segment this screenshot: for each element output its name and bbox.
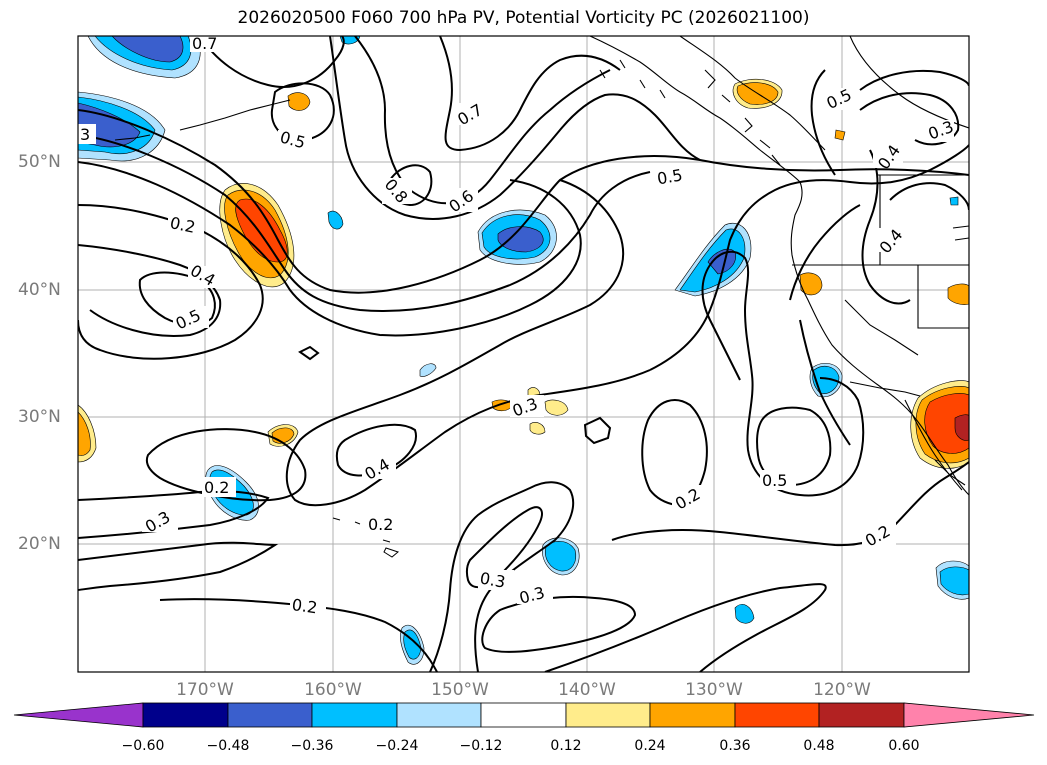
lon-label: 150°W bbox=[431, 680, 489, 700]
contour-label: 0.2 bbox=[368, 515, 393, 534]
contour-label: 0.2 bbox=[204, 478, 229, 497]
colorbar-tick: 0.60 bbox=[888, 738, 920, 754]
colorbar-segment bbox=[311, 702, 398, 728]
contour-label-backgrounds bbox=[78, 34, 954, 616]
contour-label: 0.5 bbox=[656, 165, 684, 188]
lon-label: 170°W bbox=[176, 680, 234, 700]
lon-label: 140°W bbox=[558, 680, 616, 700]
contour-label: 3 bbox=[80, 125, 90, 144]
colorbar-segment bbox=[818, 702, 905, 728]
map-frame bbox=[77, 35, 970, 673]
contour-label: 0.2 bbox=[168, 213, 197, 237]
lat-label: 20°N bbox=[18, 534, 61, 554]
colorbar-segment bbox=[227, 702, 313, 728]
colorbar-segment bbox=[142, 702, 229, 728]
map-title: 2026020500 F060 700 hPa PV, Potential Vo… bbox=[237, 8, 810, 28]
contour-label: 0.7 bbox=[192, 34, 217, 53]
colorbar-tick: 0.24 bbox=[634, 738, 666, 754]
lat-label: 40°N bbox=[18, 280, 61, 300]
colorbar bbox=[13, 702, 1035, 728]
colorbar-tick: 0.36 bbox=[719, 738, 751, 754]
lon-label: 120°W bbox=[813, 680, 871, 700]
lon-label: 160°W bbox=[304, 680, 362, 700]
colorbar-tick: 0.12 bbox=[550, 738, 582, 754]
contour-label: 0.3 bbox=[478, 569, 506, 592]
colorbar-segment bbox=[396, 702, 482, 728]
map-background bbox=[78, 36, 969, 672]
colorbar-segment bbox=[565, 702, 651, 728]
lat-label: 50°N bbox=[18, 152, 61, 172]
contour-label: 0.2 bbox=[291, 595, 319, 617]
colorbar-tick: −0.36 bbox=[290, 738, 334, 754]
colorbar-tick: −0.12 bbox=[459, 738, 503, 754]
lat-label: 30°N bbox=[18, 407, 61, 427]
pv-anomaly-fills bbox=[78, 36, 969, 665]
contour-label: 0.5 bbox=[762, 471, 787, 490]
colorbar-segment bbox=[480, 702, 567, 728]
colorbar-tick: −0.48 bbox=[206, 738, 250, 754]
lon-label: 130°W bbox=[685, 680, 743, 700]
colorbar-tick: 0.48 bbox=[803, 738, 835, 754]
colorbar-tick: −0.60 bbox=[121, 738, 165, 754]
colorbar-tick: −0.24 bbox=[375, 738, 419, 754]
colorbar-segment bbox=[734, 702, 820, 728]
colorbar-extend-high bbox=[903, 702, 1035, 728]
colorbar-extend-low bbox=[13, 702, 144, 728]
colorbar-segment bbox=[649, 702, 736, 728]
